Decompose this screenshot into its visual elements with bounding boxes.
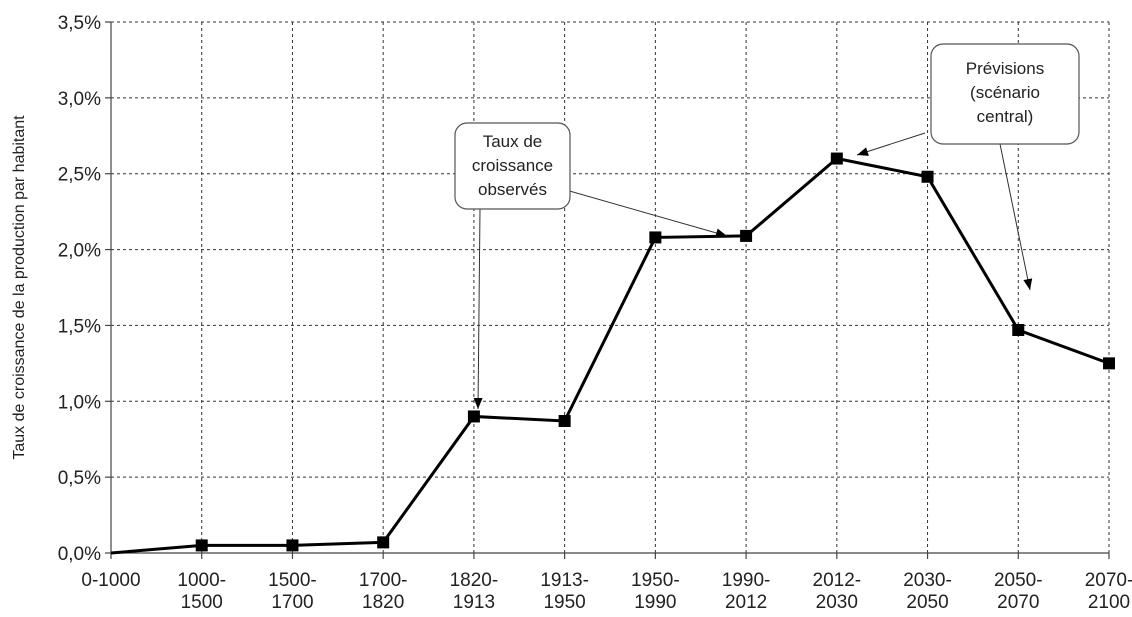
data-point-marker [830,152,843,165]
annotation-callout: Prévisions (scénario central) [856,43,1080,291]
x-tick-label: 1500-1700 [268,570,317,613]
data-point-marker [286,539,299,552]
grid-lines [111,21,1110,553]
x-tick-label: 1990-2012 [722,570,771,613]
y-tick-label: 1,0% [58,392,101,413]
data-point-marker [377,536,390,549]
data-point-marker [921,170,934,183]
x-tick-label: 0-1000 [81,570,140,591]
y-tick-label: 2,0% [58,241,101,262]
annotation-callout: Taux de croissance observés [454,122,728,410]
annotation-arrowhead [473,397,483,409]
y-tick-label: 2,5% [58,165,101,186]
annotation-box [930,43,1080,145]
y-axis-label: Taux de croissance de la production par … [11,115,28,460]
data-point-marker [467,410,480,423]
x-tick-label: 2030-2050 [903,570,952,613]
y-tick-label: 0,5% [58,468,101,489]
x-tick-label: 1820-1913 [450,570,499,613]
annotation-text: Taux de croissance observés [472,132,553,199]
y-tick-label: 3,0% [58,89,101,110]
annotation-arrow [999,143,1031,291]
y-tick-label: 0,0% [58,544,101,565]
data-point-marker [649,231,662,244]
data-point-marker [558,415,571,428]
data-points [195,152,1115,552]
annotation-arrow [544,183,728,237]
annotation-arrowhead [1023,278,1033,290]
data-point-marker [1012,323,1025,336]
x-tick-labels: 0-1000 1000-1500 1500-1700 1700-1820 1820-19… [81,570,1132,613]
x-tick-label: 1000-1500 [177,570,226,613]
annotations: Taux de croissance observés Prévisions (scén… [454,43,1080,410]
data-point-marker [1103,357,1115,370]
y-tick-labels: 0,0% 0,5% 1,0% 1,5% 2,0% 2,5% 3,0% 3,5% [58,13,101,565]
x-tick-label: 1913-1950 [540,570,589,613]
y-tick-label: 3,5% [58,13,101,34]
annotation-arrowhead [857,147,869,156]
axes [105,21,1110,559]
annotation-arrow [856,132,926,156]
annotation-arrowhead [715,228,727,238]
x-tick-label: 1700-1820 [359,570,408,613]
x-tick-label: 2050-2070 [994,570,1043,613]
series-polyline [110,156,1110,555]
annotation-arrow [477,208,481,410]
x-tick-label: 1950-1990 [631,570,680,613]
y-tick-label: 1,5% [58,316,101,337]
series-line [110,156,1110,555]
data-point-marker [195,539,208,552]
x-tick-label: 2070-2100 [1085,570,1132,613]
x-tick-label: 2012-2030 [813,570,862,613]
annotation-text: Prévisions (scénario central) [966,59,1044,126]
data-point-marker [740,229,753,242]
annotation-box [454,122,571,210]
